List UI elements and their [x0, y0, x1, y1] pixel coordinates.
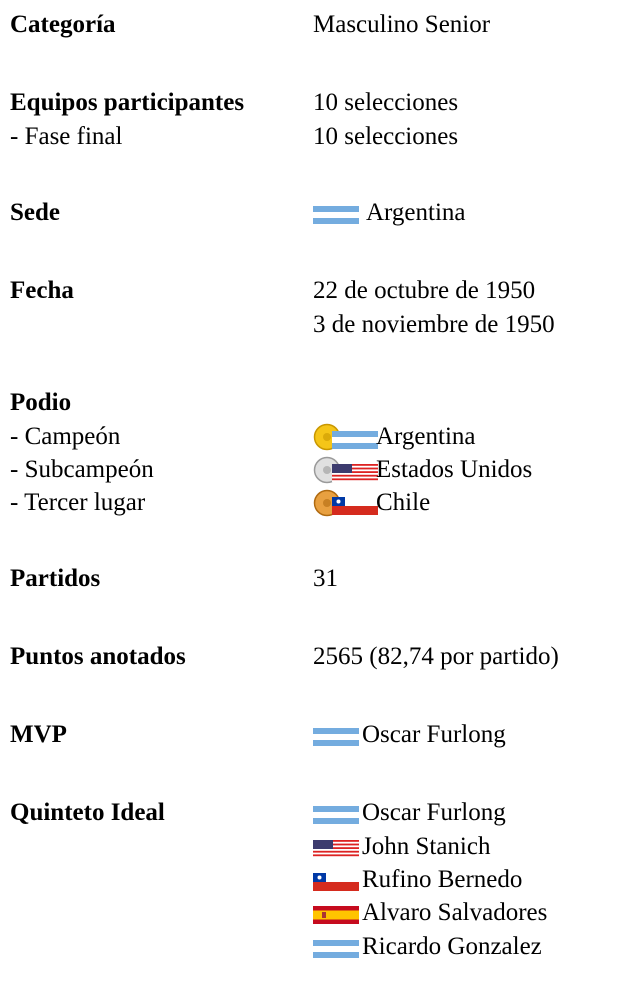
flag-icon	[332, 428, 378, 456]
label: - Fase final	[10, 123, 123, 150]
value: Chile	[376, 489, 431, 516]
label: Podio	[10, 389, 72, 416]
flag	[332, 497, 378, 515]
flag-icon	[313, 837, 359, 865]
flag-icon	[313, 725, 359, 753]
flag	[313, 906, 359, 924]
flag-icon	[332, 494, 378, 522]
flag-icon	[313, 870, 359, 898]
flag-icon	[313, 803, 359, 831]
value: Argentina	[366, 199, 466, 226]
label: Quinteto Ideal	[10, 799, 165, 826]
label: Categoría	[10, 11, 116, 38]
value: John Stanich	[362, 833, 491, 860]
label: Partidos	[10, 565, 101, 592]
flag	[332, 464, 378, 482]
value: Alvaro Salvadores	[362, 899, 548, 926]
flag	[313, 840, 359, 858]
value: 3 de noviembre de 1950	[313, 311, 555, 338]
label: Puntos anotados	[10, 643, 186, 670]
value: 31	[313, 565, 338, 592]
flag	[313, 728, 359, 746]
label: - Campeón	[10, 423, 121, 450]
label: - Tercer lugar	[10, 489, 146, 516]
flag	[313, 873, 359, 891]
flag	[313, 806, 359, 824]
value: Masculino Senior	[313, 11, 491, 38]
flag-icon	[313, 937, 359, 965]
label: - Subcampeón	[10, 456, 154, 483]
value: Oscar Furlong	[362, 721, 506, 748]
value: 10 selecciones	[313, 123, 459, 150]
flag-icon	[313, 903, 359, 931]
value: Rufino Bernedo	[362, 866, 523, 893]
flag	[313, 940, 359, 958]
flag	[313, 206, 359, 224]
label: Sede	[10, 199, 60, 226]
flag-icon	[313, 203, 359, 231]
value: Oscar Furlong	[362, 799, 506, 826]
value: Estados Unidos	[376, 456, 533, 483]
label: Equipos participantes	[10, 89, 245, 116]
value: 10 selecciones	[313, 89, 459, 116]
label: Fecha	[10, 277, 74, 304]
value: Ricardo Gonzalez	[362, 933, 542, 960]
value: 22 de octubre de 1950	[313, 277, 536, 304]
label: MVP	[10, 721, 67, 748]
value: Argentina	[376, 423, 476, 450]
value: 2565 (82,74 por partido)	[313, 643, 559, 670]
flag-icon	[332, 461, 378, 489]
flag	[332, 431, 378, 449]
